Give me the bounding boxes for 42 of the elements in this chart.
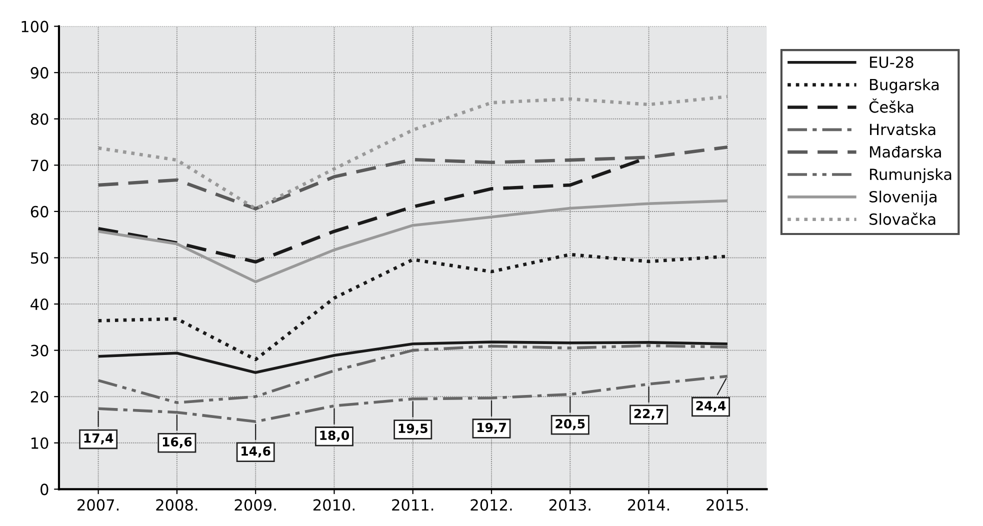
line-series bbox=[96, 145, 730, 210]
x-tick-label: 2011. bbox=[392, 499, 434, 511]
x-tick-label: 2008. bbox=[156, 499, 198, 511]
legend-label: Slovenija bbox=[870, 190, 936, 206]
data-label: 19,7 bbox=[477, 422, 506, 434]
y-tick-label: 80 bbox=[30, 113, 48, 125]
y-tick-label: 10 bbox=[31, 437, 48, 449]
legend-label: Hrvatska bbox=[870, 123, 936, 136]
y-tick-label: 50 bbox=[30, 252, 48, 264]
x-tick-label: 2015. bbox=[706, 499, 748, 511]
legend-label: Mađarska bbox=[870, 146, 941, 158]
line-series bbox=[96, 199, 729, 284]
data-label: 17,4 bbox=[84, 434, 114, 444]
data-label: 14,6 bbox=[242, 446, 270, 458]
y-tick-label: 0 bbox=[40, 484, 48, 496]
data-label: 22,7 bbox=[634, 408, 664, 420]
data-label: 24,4 bbox=[696, 400, 726, 412]
y-tick-label: 100 bbox=[22, 20, 48, 32]
y-tick-label: 20 bbox=[30, 391, 48, 403]
x-tick-label: 2013. bbox=[549, 499, 590, 511]
legend-label: Češka bbox=[869, 98, 914, 113]
line-series bbox=[96, 94, 730, 210]
x-tick-label: 2009. bbox=[234, 499, 276, 511]
legend-label: Bugarska bbox=[870, 78, 939, 94]
y-tick-label: 90 bbox=[30, 67, 48, 79]
x-tick-label: 2014. bbox=[628, 499, 669, 511]
line-series bbox=[96, 340, 729, 374]
data-label: 20,5 bbox=[556, 419, 585, 430]
y-tick-label: 30 bbox=[30, 344, 48, 356]
x-tick-label: 2010. bbox=[313, 499, 354, 511]
legend-label: Rumunjska bbox=[870, 168, 952, 184]
data-label: 19,5 bbox=[398, 424, 428, 435]
x-tick-label: 2012. bbox=[470, 499, 512, 511]
data-label: 18,0 bbox=[320, 430, 350, 442]
x-tick-label: 2007. bbox=[78, 499, 119, 511]
y-tick-label: 70 bbox=[31, 160, 48, 172]
legend-label: EU-28 bbox=[870, 56, 914, 68]
line-series bbox=[96, 156, 650, 264]
y-tick-label: 40 bbox=[30, 298, 48, 310]
data-label: 16,6 bbox=[162, 437, 192, 448]
legend-label: Slovačka bbox=[870, 212, 936, 225]
y-tick-label: 60 bbox=[30, 206, 48, 218]
